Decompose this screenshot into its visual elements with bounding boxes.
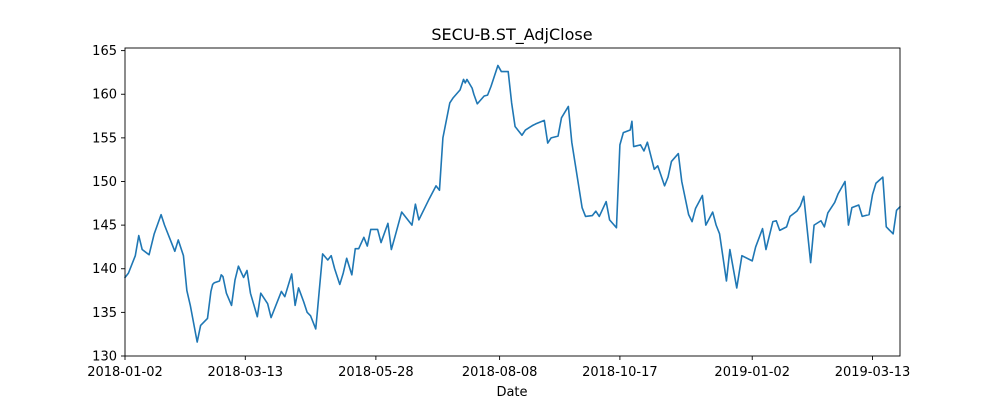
y-tick-label: 135 xyxy=(92,306,117,321)
chart-title: SECU-B.ST_AdjClose xyxy=(431,25,592,45)
x-tick-label: 2018-03-13 xyxy=(208,365,284,380)
y-tick-label: 155 xyxy=(92,131,117,146)
x-tick-label: 2018-10-17 xyxy=(582,365,658,380)
x-axis-label: Date xyxy=(496,385,527,400)
x-tick-label: 2018-05-28 xyxy=(338,365,414,380)
x-tick-label: 2019-03-13 xyxy=(835,365,911,380)
series-line-adjclose xyxy=(124,64,901,343)
plot-area xyxy=(124,64,901,343)
y-tick-label: 130 xyxy=(92,350,117,365)
x-tick-label: 2018-01-02 xyxy=(87,365,163,380)
y-tick-label: 165 xyxy=(92,44,117,59)
x-tick-label: 2018-08-08 xyxy=(462,365,538,380)
y-tick-label: 140 xyxy=(92,262,117,277)
y-axis: 130 135 140 145 150 155 160 165 xyxy=(92,44,125,365)
plot-frame xyxy=(124,47,901,357)
y-tick-label: 160 xyxy=(92,88,117,103)
y-tick-label: 150 xyxy=(92,175,117,190)
x-axis: 2018-01-02 2018-03-13 2018-05-28 2018-08-08… xyxy=(87,356,910,380)
x-tick-label: 2019-01-02 xyxy=(714,365,790,380)
y-tick-label: 145 xyxy=(92,219,117,234)
